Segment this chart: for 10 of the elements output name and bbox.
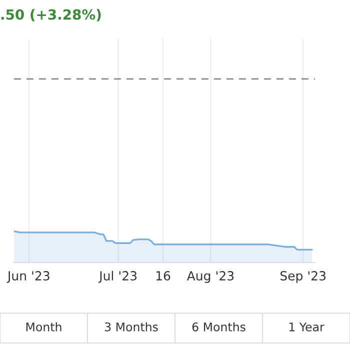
x-tick-label: Aug '23 (186, 271, 234, 283)
text: 6 Months (192, 322, 246, 332)
x-tick-label: Jun '23 (6, 271, 50, 283)
chart-title: .50 (+3.28%) (1, 9, 101, 22)
text: 3 Months (104, 322, 158, 332)
x-tick-label: Sep '23 (280, 271, 326, 283)
text: 1 Year (289, 322, 324, 332)
x-tick-label: Jul '23 (98, 270, 137, 283)
text: Month (26, 322, 62, 332)
x-tick-label: 16 (156, 271, 170, 281)
